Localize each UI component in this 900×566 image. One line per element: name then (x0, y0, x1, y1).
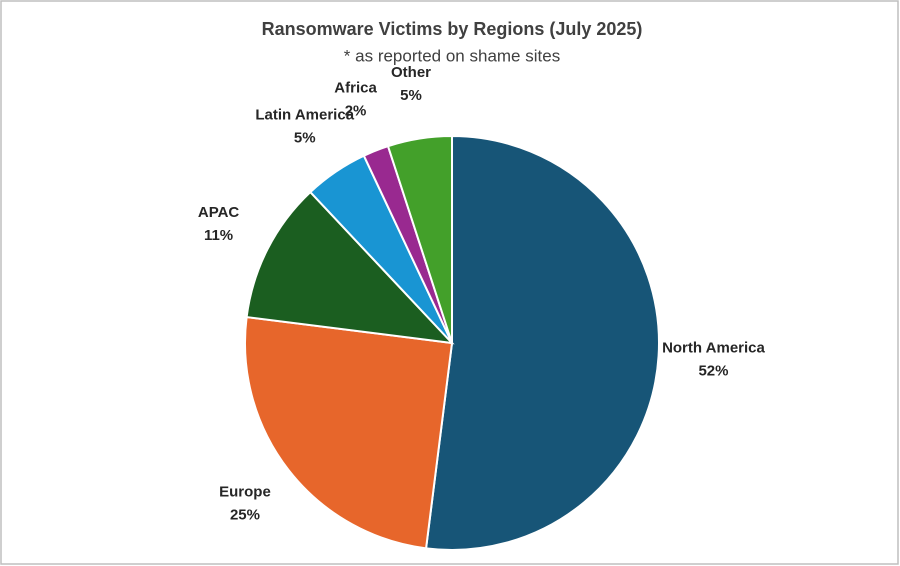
pie-slice (386, 134, 453, 344)
slice-value-label: 2% (345, 102, 367, 119)
slice-value-label: 11% (204, 227, 233, 244)
slice-value-label: 5% (294, 129, 316, 146)
slice-label: Europe (219, 484, 271, 501)
slice-label: APAC (198, 204, 240, 221)
slice-label: Latin America (255, 106, 354, 123)
pie-slice (424, 134, 660, 551)
slice-label: Africa (334, 79, 377, 96)
slice-value-label: 5% (400, 87, 422, 104)
slice-value-label: 52% (698, 362, 728, 379)
pie-slice (245, 190, 455, 345)
slice-label: Other (391, 64, 431, 81)
chart-subtitle: * as reported on shame sites (344, 46, 560, 65)
pie-slice (244, 315, 454, 550)
chart-title: Ransomware Victims by Regions (July 2025… (262, 19, 643, 39)
slice-value-label: 25% (230, 507, 260, 524)
slice-label: North America (662, 339, 765, 356)
